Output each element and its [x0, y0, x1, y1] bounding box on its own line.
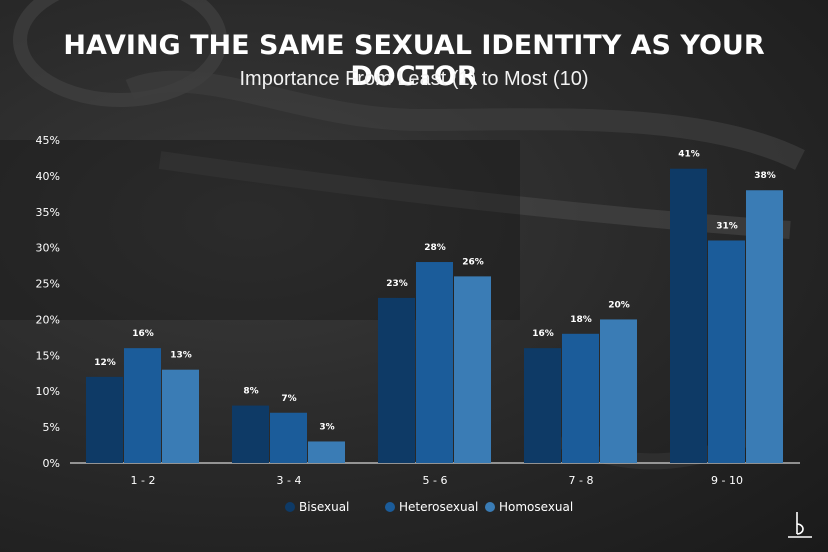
- bar: [86, 376, 123, 463]
- chart-subtitle: Importance From Least (1) to Most (10): [239, 68, 589, 90]
- data-label: 8%: [243, 387, 258, 397]
- data-label: 16%: [132, 329, 154, 339]
- data-label: 13%: [170, 351, 192, 361]
- legend-label: Heterosexual: [399, 500, 478, 514]
- x-category-label: 9 - 10: [711, 474, 743, 487]
- data-label: 31%: [716, 221, 738, 231]
- data-label: 3%: [319, 422, 334, 432]
- data-label: 28%: [424, 243, 446, 253]
- x-category-label: 7 - 8: [569, 474, 594, 487]
- y-tick-label: 45%: [36, 134, 60, 147]
- data-label: 41%: [678, 150, 700, 160]
- bar: [600, 319, 637, 463]
- y-tick-label: 5%: [43, 421, 60, 434]
- y-tick-label: 30%: [36, 242, 60, 255]
- data-label: 16%: [532, 329, 554, 339]
- data-label: 7%: [281, 394, 296, 404]
- y-tick-label: 0%: [43, 457, 60, 470]
- legend-label: Homosexual: [499, 500, 573, 514]
- bar: [746, 190, 783, 463]
- bar: [416, 262, 453, 463]
- y-tick-label: 20%: [36, 313, 60, 326]
- data-label: 12%: [94, 358, 116, 368]
- data-label: 26%: [462, 257, 484, 267]
- bar: [708, 240, 745, 463]
- legend-marker: [385, 502, 395, 512]
- bar: [524, 348, 561, 463]
- brand-logo-icon: [788, 512, 812, 538]
- y-tick-label: 35%: [36, 206, 60, 219]
- bar: [162, 369, 199, 463]
- bar: [378, 297, 415, 463]
- data-label: 23%: [386, 279, 408, 289]
- y-tick-label: 40%: [36, 170, 60, 183]
- x-category-label: 3 - 4: [277, 474, 302, 487]
- bar: [270, 412, 307, 463]
- bar: [454, 276, 491, 463]
- bar: [308, 441, 345, 463]
- x-category-label: 5 - 6: [423, 474, 448, 487]
- chart-title: HAVING THE SAME SEXUAL IDENTITY AS YOUR …: [63, 30, 765, 92]
- bar: [670, 168, 707, 463]
- x-category-label: 1 - 2: [131, 474, 156, 487]
- y-tick-label: 15%: [36, 349, 60, 362]
- legend-marker: [285, 502, 295, 512]
- bar: [562, 333, 599, 463]
- y-tick-label: 10%: [36, 385, 60, 398]
- bar: [124, 348, 161, 463]
- data-label: 38%: [754, 171, 776, 181]
- data-label: 20%: [608, 300, 630, 310]
- legend-marker: [485, 502, 495, 512]
- bar: [232, 405, 269, 463]
- data-label: 18%: [570, 315, 592, 325]
- legend-label: Bisexual: [299, 500, 349, 514]
- y-tick-label: 25%: [36, 278, 60, 291]
